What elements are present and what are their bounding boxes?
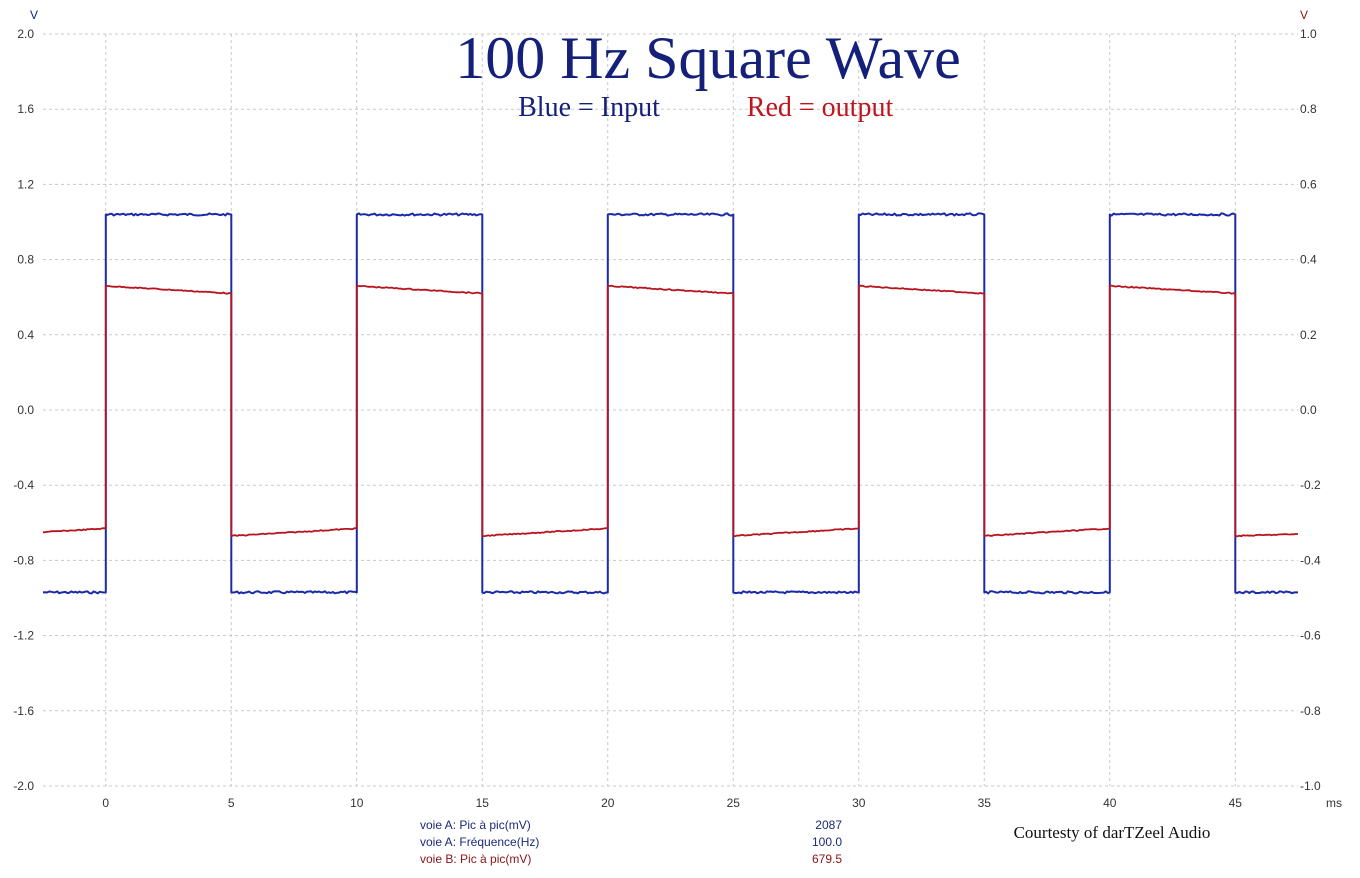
left-y-tick-label: 2.0 bbox=[17, 27, 34, 41]
x-tick-label: 5 bbox=[228, 796, 235, 810]
left-y-tick-label: -1.6 bbox=[13, 704, 34, 718]
measurement-label: voie B: Pic à pic(mV) bbox=[420, 852, 531, 866]
right-y-tick-label: 0.2 bbox=[1300, 328, 1317, 342]
x-axis-unit: ms bbox=[1326, 796, 1342, 810]
right-y-tick-label: -0.2 bbox=[1300, 478, 1321, 492]
right-axis-unit: V bbox=[1300, 8, 1308, 22]
right-y-tick-label: -0.6 bbox=[1300, 629, 1321, 643]
x-tick-label: 0 bbox=[102, 796, 109, 810]
left-y-tick-label: -0.8 bbox=[13, 553, 34, 567]
axis-ticks: 0 5 10 15 20 25 30 35 40 45 2.0 1.6 1.2 0.8 0.4 0.0 -0.4… bbox=[13, 27, 1321, 810]
x-tick-label: 25 bbox=[727, 796, 741, 810]
right-y-tick-label: -1.0 bbox=[1300, 779, 1321, 793]
x-tick-label: 30 bbox=[852, 796, 866, 810]
measurement-row: voie A: Fréquence(Hz) 100.0 bbox=[420, 835, 842, 849]
measurement-value: 2087 bbox=[815, 818, 842, 832]
x-tick-label: 45 bbox=[1229, 796, 1243, 810]
right-y-tick-label: 0.0 bbox=[1300, 403, 1317, 417]
grid bbox=[43, 33, 1298, 787]
measurement-row: voie B: Pic à pic(mV) 679.5 bbox=[420, 852, 842, 866]
right-y-tick-label: 1.0 bbox=[1300, 27, 1317, 41]
left-y-tick-label: 0.0 bbox=[17, 403, 34, 417]
x-tick-label: 15 bbox=[476, 796, 490, 810]
right-y-tick-label: 0.4 bbox=[1300, 253, 1317, 267]
right-y-tick-label: -0.8 bbox=[1300, 704, 1321, 718]
legend-input: Blue = Input bbox=[518, 92, 660, 123]
output-trace bbox=[42, 284, 1299, 538]
measurement-value: 679.5 bbox=[812, 852, 842, 866]
left-axis-unit: V bbox=[30, 8, 38, 22]
input-trace bbox=[42, 212, 1298, 595]
left-y-tick-label: 1.2 bbox=[17, 177, 34, 191]
measurement-label: voie A: Fréquence(Hz) bbox=[420, 835, 539, 849]
right-y-tick-label: 0.8 bbox=[1300, 102, 1317, 116]
left-y-tick-label: 0.8 bbox=[17, 253, 34, 267]
left-y-tick-label: -2.0 bbox=[13, 779, 34, 793]
x-tick-label: 10 bbox=[350, 796, 364, 810]
measurement-label: voie A: Pic à pic(mV) bbox=[420, 818, 531, 832]
measurement-row: voie A: Pic à pic(mV) 2087 bbox=[420, 818, 842, 832]
chart-title: 100 Hz Square Wave bbox=[455, 25, 961, 91]
right-y-tick-label: -0.4 bbox=[1300, 553, 1321, 567]
left-y-tick-label: 0.4 bbox=[17, 328, 34, 342]
credit-text: Courtesty of darTZeel Audio bbox=[1014, 823, 1211, 842]
left-y-tick-label: 1.6 bbox=[17, 102, 34, 116]
left-y-tick-label: -0.4 bbox=[13, 478, 34, 492]
plot-series bbox=[42, 212, 1299, 595]
x-tick-label: 20 bbox=[601, 796, 615, 810]
measurement-value: 100.0 bbox=[812, 835, 842, 849]
legend-output: Red = output bbox=[747, 92, 894, 123]
x-tick-label: 35 bbox=[978, 796, 992, 810]
right-y-tick-label: 0.6 bbox=[1300, 177, 1317, 191]
x-tick-label: 40 bbox=[1103, 796, 1117, 810]
left-y-tick-label: -1.2 bbox=[13, 629, 34, 643]
